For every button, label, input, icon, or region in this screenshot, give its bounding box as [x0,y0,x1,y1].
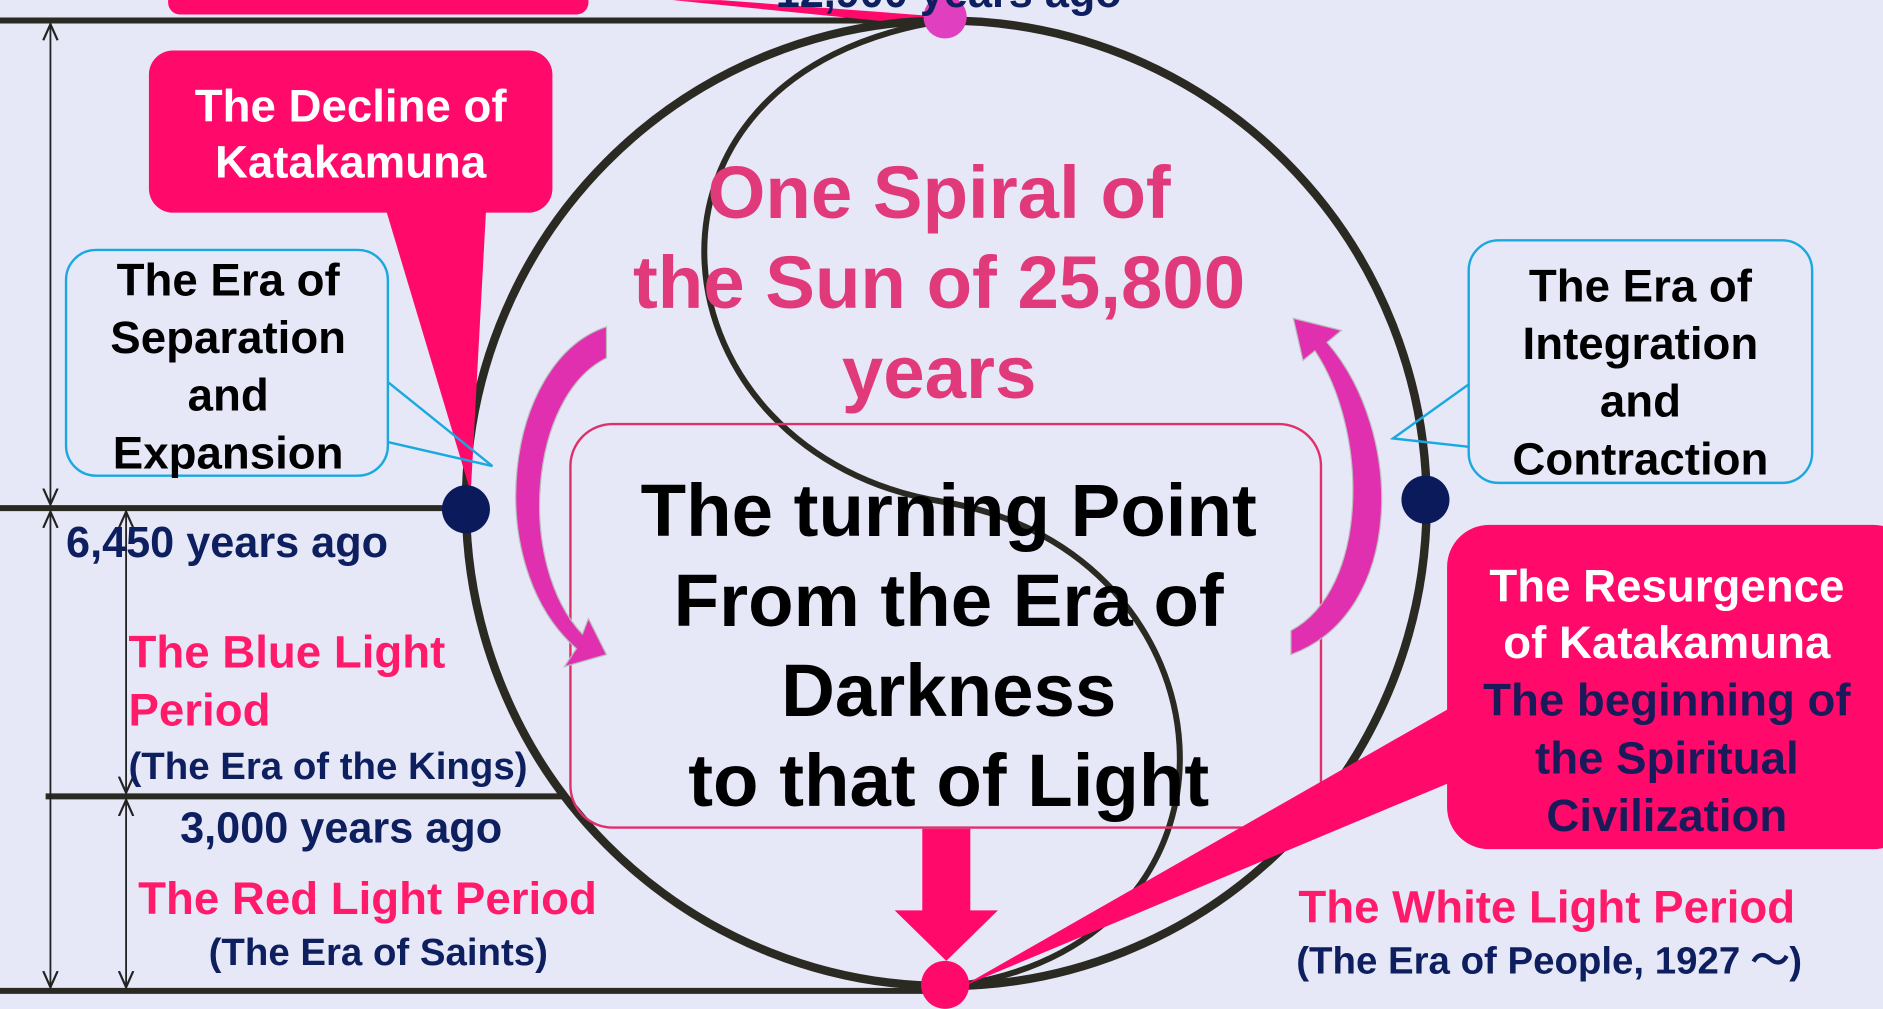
label: The Era of [1529,260,1753,311]
down-arrow [922,828,971,913]
label: The Red Light Period [138,873,597,924]
label: Separation [110,312,346,363]
pointer [387,381,494,468]
label: The turning Point [641,469,1257,552]
pointer [384,204,487,493]
curved-arrow [1290,317,1383,656]
label: The Resurgence [1489,561,1844,612]
label: 6,450 years ago [66,519,388,567]
cut-label-box [168,0,589,15]
label: 3,000 years ago [180,805,502,853]
s-curve [701,17,1183,988]
label: The beginning of [1483,675,1851,726]
label: to that of Light [688,739,1209,822]
dot [1401,475,1450,524]
label: and [1600,376,1681,427]
label: Civilization [1546,790,1787,841]
label: The White Light Period [1298,881,1795,932]
label: Katakamuna [215,137,487,188]
integration-box [1467,239,1814,485]
label: (The Era of People, 1927 〜) [1296,939,1802,982]
dot [441,485,490,534]
label: Darkness [781,649,1116,732]
label: From the Era of [674,559,1224,642]
down-arrow [894,910,998,961]
pointer [960,706,1484,988]
label: (The Era of the Kings) [128,745,527,788]
label: The Era of [117,254,341,305]
label: The Decline of [195,80,508,131]
label: Integration [1523,318,1759,369]
label: 12,900 years ago [776,0,1122,17]
label: Contraction [1512,433,1768,484]
label: Expansion [113,427,344,478]
label: of Katakamuna [1503,617,1831,668]
pointer [1389,383,1470,449]
label: and [188,370,269,421]
dot [923,0,967,39]
label: The Blue Light [128,627,445,678]
dot [921,960,970,1009]
resurgence-box [1447,524,1883,850]
label: the Spiritual [1535,732,1799,783]
label: (The Era of Saints) [209,931,548,974]
label: Period [128,684,270,735]
labels: 12,900 years ago 6,450 years ago 3,000 yea… [66,0,1851,982]
label: the Sun of 25,800 [633,241,1245,324]
label: One Spiral of [707,151,1170,234]
pointer [672,0,946,27]
decline-box [148,50,553,213]
curved-arrow [515,325,608,668]
label: years [842,331,1037,414]
separation-box [64,248,390,477]
